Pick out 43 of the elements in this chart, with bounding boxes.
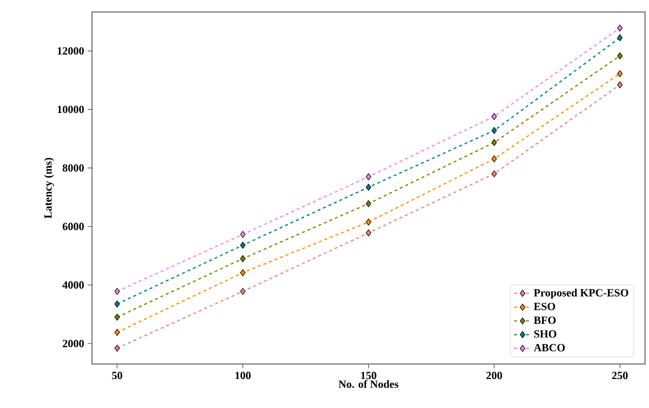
- point: [492, 139, 497, 146]
- point: [240, 269, 246, 276]
- point: [617, 52, 623, 60]
- point: [492, 127, 497, 134]
- point: [114, 314, 120, 321]
- point: [114, 288, 120, 295]
- point: [617, 81, 623, 88]
- point: [617, 34, 623, 42]
- point: [240, 255, 246, 262]
- y-tick-label: 12000: [58, 47, 84, 55]
- point: [366, 229, 372, 236]
- point: [366, 218, 372, 226]
- point: [114, 328, 120, 336]
- point: [366, 184, 372, 191]
- point: [617, 24, 623, 32]
- point: [492, 155, 497, 162]
- x-tick-label: 100: [235, 372, 251, 380]
- point: [114, 344, 120, 352]
- y-tick-label: 6000: [62, 222, 84, 230]
- point: [492, 170, 497, 178]
- y-tick-label: 8000: [62, 164, 84, 172]
- point: [617, 70, 623, 78]
- point: [114, 300, 120, 308]
- point: [240, 288, 246, 295]
- point: [240, 242, 246, 249]
- x-tick-label: 150: [361, 372, 376, 380]
- legend-label: ABCO: [534, 344, 565, 352]
- x-tick-label: 200: [486, 372, 502, 380]
- y-tick-label: 2000: [62, 340, 84, 348]
- legend-label: Proposed KPC-ESO: [534, 288, 628, 299]
- legend-label: ESO: [534, 302, 556, 310]
- y-tick-label: 4000: [62, 281, 84, 289]
- point: [240, 230, 246, 238]
- legend-label: BFO: [534, 316, 556, 324]
- point: [492, 112, 497, 120]
- y-tick-label: 10000: [58, 106, 84, 114]
- x-tick-label: 50: [112, 372, 122, 380]
- x-tick-label: 250: [612, 372, 628, 380]
- x-axis-title: No. of Nodes: [338, 380, 398, 388]
- point: [366, 173, 372, 180]
- y-axis-title: Latency (ms): [44, 158, 54, 218]
- legend-label: SHO: [534, 330, 556, 338]
- point: [366, 200, 372, 208]
